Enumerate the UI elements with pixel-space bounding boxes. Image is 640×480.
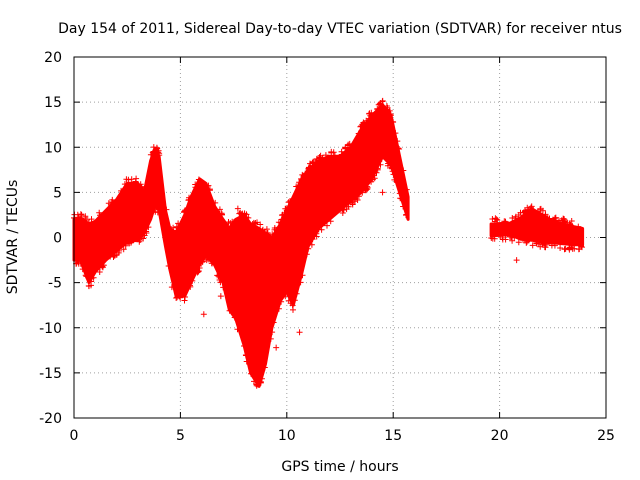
x-tick-label: 10 [278, 428, 296, 444]
data-point [145, 200, 152, 207]
series-band-2 [488, 203, 585, 253]
chart-title: Day 154 of 2011, Sidereal Day-to-day VTE… [58, 21, 622, 37]
y-tick-label: 15 [44, 95, 62, 111]
x-axis-label: GPS time / hours [281, 459, 398, 475]
x-tick-label: 25 [597, 428, 615, 444]
data-point [273, 344, 280, 351]
x-tick-label: 5 [176, 428, 185, 444]
y-tick-label: -10 [39, 321, 62, 337]
data-point [524, 204, 531, 211]
data-point [515, 211, 522, 218]
data-point [132, 182, 139, 189]
y-tick-label: 20 [44, 50, 62, 66]
series-edge-markers [488, 203, 585, 253]
x-tick-label: 20 [491, 428, 509, 444]
data-point [364, 184, 371, 191]
data-point [288, 275, 295, 282]
data-point [551, 242, 558, 249]
y-tick-label: 5 [53, 185, 62, 201]
data-point [379, 189, 386, 196]
data-point [217, 293, 224, 300]
y-tick-label: -20 [39, 411, 62, 427]
data-point [254, 381, 261, 388]
data-point [373, 130, 380, 137]
y-tick-label: 0 [53, 231, 62, 247]
x-tick-label: 0 [70, 428, 79, 444]
data-point [94, 225, 101, 232]
y-axis-label: SDTVAR / TECUs [5, 180, 21, 295]
plot-frame [73, 56, 607, 419]
data-point [513, 257, 520, 264]
y-tick-label: -5 [48, 276, 62, 292]
data-point [88, 282, 95, 289]
data-point [168, 284, 175, 291]
data-point [339, 151, 346, 158]
x-tick-label: 15 [384, 428, 402, 444]
data-point [324, 160, 331, 167]
data-point [200, 311, 207, 318]
data-point [173, 294, 180, 301]
data-point [177, 252, 184, 259]
data-points [71, 97, 585, 389]
data-point [234, 205, 241, 212]
y-tick-label: 10 [44, 140, 62, 156]
y-tick-label: -15 [39, 366, 62, 382]
data-point [296, 329, 303, 336]
data-point [394, 157, 401, 164]
series-band-1 [71, 97, 410, 389]
